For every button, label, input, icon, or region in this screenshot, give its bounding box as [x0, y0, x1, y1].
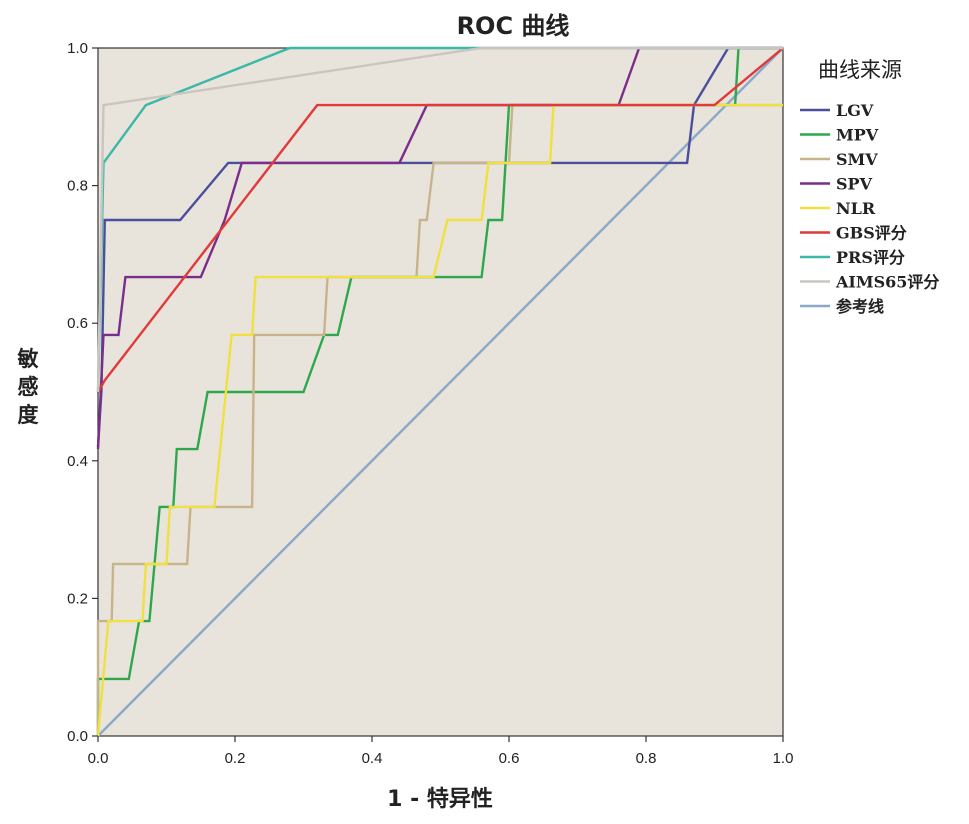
- legend-item: SPV: [800, 175, 873, 194]
- legend-item: 参考线: [800, 297, 884, 316]
- chart-title: ROC 曲线: [457, 12, 570, 40]
- legend-label: SPV: [836, 175, 873, 194]
- series-line-5: [96, 47, 784, 393]
- legend-label: AIMS65评分: [835, 273, 939, 292]
- series-line-2: [96, 103, 783, 736]
- y-tick-label: 0.2: [67, 590, 88, 607]
- legend-label: MPV: [836, 126, 879, 145]
- x-tick-label: 0.0: [88, 750, 109, 767]
- legend-label: PRS评分: [836, 248, 905, 267]
- y-tick-label: 0.6: [67, 315, 88, 332]
- x-tick-label: 1.0: [773, 750, 794, 767]
- x-tick-label: 0.4: [362, 750, 383, 767]
- y-axis-label: 敏感度: [17, 347, 39, 427]
- series-line-7: [96, 46, 783, 393]
- x-axis-label: 1 - 特异性: [387, 786, 493, 812]
- series-line-3: [96, 46, 783, 450]
- series-layer: [96, 46, 784, 737]
- legend: 曲线来源 LGV MPV SMV SPV NLR GBS评分 PRS评分 AIMS65评分参考…: [800, 58, 939, 316]
- y-tick-label: 0.8: [67, 178, 88, 195]
- legend-label: NLR: [836, 199, 876, 218]
- legend-label: GBS评分: [836, 224, 907, 243]
- x-tick-label: 0.6: [499, 750, 520, 767]
- y-tick-label: 0.4: [67, 453, 88, 470]
- legend-item: LGV: [800, 101, 874, 120]
- legend-item: PRS评分: [800, 248, 905, 267]
- y-axis-label-text: 敏感度: [17, 347, 39, 427]
- legend-item: GBS评分: [800, 224, 907, 243]
- legend-item: MPV: [800, 126, 879, 145]
- x-tick-label: 0.2: [225, 750, 246, 767]
- x-axis-ticks: 0.0 0.2 0.4 0.6 0.8 1.0: [88, 736, 794, 767]
- y-axis-ticks: 0.0 0.2 0.4 0.6 0.8 1.0: [67, 40, 98, 745]
- y-tick-label: 1.0: [67, 40, 88, 57]
- legend-label: SMV: [836, 150, 878, 169]
- y-tick-label: 0.0: [67, 728, 88, 745]
- legend-title: 曲线来源: [818, 58, 902, 82]
- legend-item: SMV: [800, 150, 878, 169]
- legend-label: 参考线: [836, 297, 884, 316]
- legend-item: NLR: [800, 199, 876, 218]
- legend-label: LGV: [836, 101, 874, 120]
- x-tick-label: 0.8: [636, 750, 657, 767]
- series-line-4: [96, 103, 783, 737]
- legend-item: AIMS65评分: [800, 273, 939, 292]
